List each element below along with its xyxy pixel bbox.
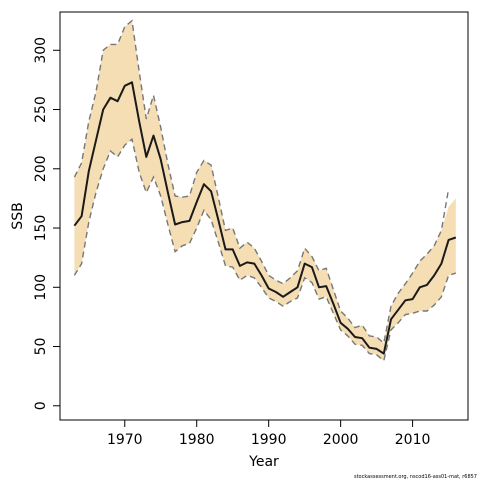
x-tick-label: 2000 [323,432,359,448]
ssb-estimate-line [73,81,457,355]
confidence-band-layer [74,20,456,361]
y-tick-label: 100 [33,274,49,301]
ssb-upper-bound-line [73,19,450,345]
y-tick-label: 50 [33,338,49,356]
x-tick-label: 1980 [179,432,215,448]
plot-frame [59,11,469,421]
y-tick-label: 200 [33,155,49,182]
y-tick-label: 150 [33,215,49,242]
y-tick-label: 250 [33,96,49,123]
x-tick-label: 2010 [395,432,431,448]
x-tick-label: 1970 [107,432,143,448]
y-axis-title: SSB [10,202,26,229]
ssb-lower-bound-line [73,137,457,362]
source-note: stockassessment.org, nscod16-ass01-mat, … [354,474,477,480]
axes-layer: 1970 1980 1990 2000 2010 0 50 100 150 200 250 300 [33,37,430,448]
series-line-layer [73,19,457,362]
x-axis-title: Year [248,454,279,470]
y-tick-label: 300 [33,37,49,64]
x-tick-label: 1990 [251,432,287,448]
y-tick-label: 0 [33,401,49,410]
confidence-band [74,20,456,361]
